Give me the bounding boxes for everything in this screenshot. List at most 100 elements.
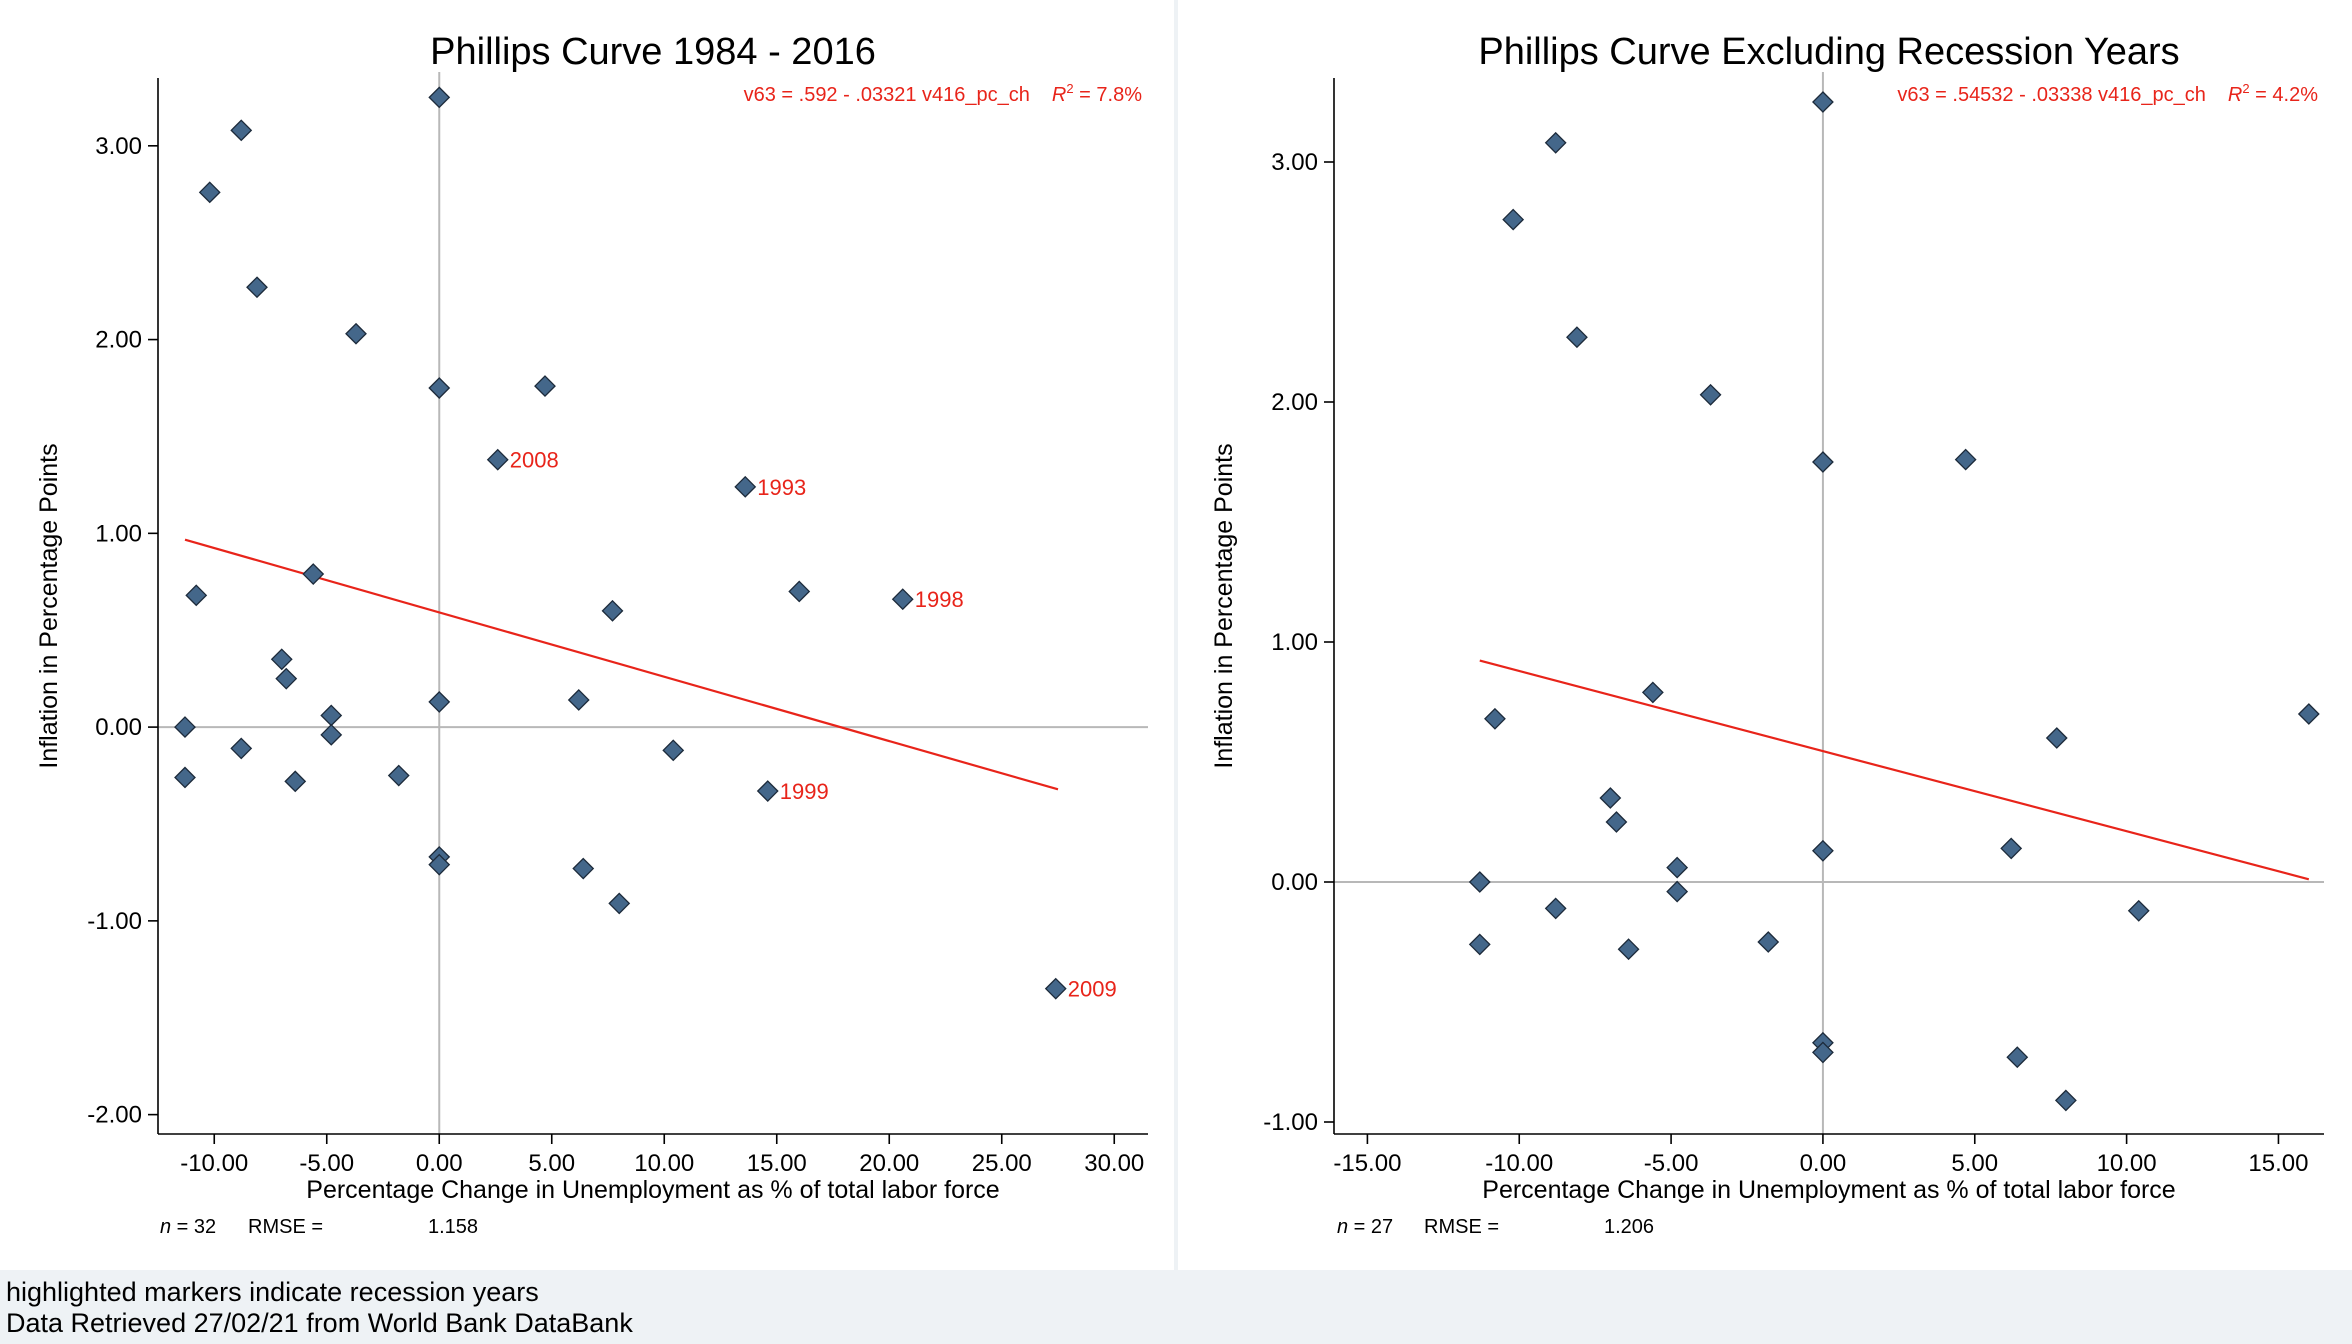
sample-size-symbol: n	[1337, 1216, 1348, 1238]
rmse-label: RMSE =	[248, 1216, 323, 1238]
r-squared-superscript: 2	[1066, 81, 1073, 96]
x-tick-label: 0.00	[416, 1150, 463, 1177]
y-tick-label: -1.00	[87, 908, 142, 935]
sample-size: n = 32	[160, 1216, 216, 1238]
scatter-point	[1812, 839, 1834, 862]
scatter-point	[2297, 703, 2320, 725]
panel-background	[0, 0, 1174, 1270]
x-tick-label: 5.00	[528, 1150, 575, 1177]
y-tick-label: -1.00	[1263, 1109, 1318, 1136]
scatter-point	[428, 853, 451, 876]
y-tick-label: 2.00	[1271, 389, 1318, 416]
scatter-point	[1044, 977, 1067, 1000]
scatter-point	[1502, 208, 1525, 231]
scatter-point	[1954, 448, 1977, 471]
scatter-point	[1812, 91, 1834, 113]
scatter-point	[567, 689, 590, 711]
recession-year-label: 2008	[510, 448, 559, 473]
chart-title: Phillips Curve Excluding Recession Years	[1478, 31, 2179, 73]
x-tick-label: 0.00	[1800, 1150, 1847, 1177]
x-tick-label: -15.00	[1333, 1150, 1401, 1177]
chart-panel-all-years: Phillips Curve 1984 - 2016 -2.00 -1.00 0.00…	[0, 0, 1174, 1270]
scatter-point	[1699, 383, 1722, 406]
y-tick-label: 3.00	[1271, 149, 1318, 176]
x-tick-label: 15.00	[2248, 1150, 2308, 1177]
r-squared-value: = 7.8%	[1074, 84, 1143, 106]
scatter-point	[174, 716, 196, 739]
scatter-point	[1757, 931, 1780, 953]
x-tick-label: 5.00	[1951, 1150, 1998, 1177]
scatter-point	[2127, 899, 2150, 922]
scatter-point	[1605, 811, 1628, 833]
chart-title: Phillips Curve 1984 - 2016	[430, 31, 876, 73]
scatter-point	[198, 181, 221, 204]
scatter-point	[387, 764, 410, 787]
scatter-point	[302, 563, 325, 585]
scatter-point	[1812, 451, 1834, 473]
scatter-point	[1566, 326, 1588, 349]
recession-year-label: 2009	[1068, 977, 1117, 1002]
scatter-point	[734, 475, 757, 498]
y-tick-label: 0.00	[1271, 869, 1318, 896]
scatter-point	[756, 780, 779, 802]
y-tick-label: 2.00	[95, 327, 142, 354]
y-tick-label: 1.00	[1271, 629, 1318, 656]
scatter-point	[1666, 856, 1689, 879]
scatter-point	[1641, 681, 1664, 704]
r-squared-symbol: R	[2228, 84, 2242, 106]
scatter-point	[2054, 1089, 2077, 1112]
panel-background	[1178, 0, 2352, 1270]
r-squared-symbol: R	[1052, 84, 1066, 106]
rmse-label: RMSE =	[1424, 1216, 1499, 1238]
scatter-point	[1617, 938, 1640, 961]
fitted-regression-line	[184, 538, 1059, 791]
rmse-value: 1.206	[1604, 1216, 1654, 1238]
scatter-point	[185, 584, 208, 607]
scatter-point	[486, 448, 509, 471]
scatter-point	[662, 739, 685, 762]
regression-annotation: v63 = .54532 - .03338 v416_pc_ch R2 = 4.2…	[1897, 81, 2318, 106]
x-tick-label: -10.00	[1485, 1150, 1553, 1177]
scatter-point	[428, 377, 451, 399]
scatter-point	[1599, 787, 1622, 809]
y-tick-label: -2.00	[87, 1102, 142, 1129]
scatter-point	[1468, 871, 1491, 893]
y-tick-label: 3.00	[95, 133, 142, 160]
r-squared-value: = 4.2%	[2250, 84, 2319, 106]
scatter-point	[230, 737, 253, 760]
note-data-source: Data Retrieved 27/02/21 from World Bank …	[6, 1308, 633, 1338]
r-squared-superscript: 2	[2242, 81, 2249, 96]
scatter-point	[572, 857, 595, 880]
scatter-point	[1666, 880, 1689, 903]
scatter-point	[2006, 1046, 2029, 1069]
scatter-point	[230, 119, 253, 142]
x-tick-label: -5.00	[1644, 1150, 1699, 1177]
scatter-point	[320, 723, 343, 746]
y-tick-label: 0.00	[95, 714, 142, 741]
scatter-point	[428, 690, 451, 713]
x-tick-label: 20.00	[859, 1150, 919, 1177]
y-axis-title: Inflation in Percentage Points	[35, 443, 63, 768]
scatter-point	[788, 580, 811, 603]
x-tick-label: 30.00	[1084, 1150, 1144, 1177]
regression-equation: v63 = .54532 - .03338 v416_pc_ch	[1897, 84, 2206, 106]
scatter-point	[284, 770, 307, 793]
sample-size: n = 27	[1337, 1216, 1393, 1238]
y-tick-label: 1.00	[95, 520, 142, 547]
regression-equation: v63 = .592 - .03321 v416_pc_ch	[744, 84, 1030, 106]
x-tick-label: 10.00	[2097, 1150, 2157, 1177]
x-axis-title: Percentage Change in Unemployment as % o…	[306, 1176, 999, 1204]
scatter-point	[601, 599, 624, 622]
rmse-value: 1.158	[428, 1216, 478, 1238]
scatter-point	[270, 648, 293, 671]
x-tick-label: 15.00	[747, 1150, 807, 1177]
recession-year-label: 1998	[915, 587, 964, 612]
x-tick-label: 10.00	[634, 1150, 694, 1177]
x-tick-label: -10.00	[180, 1150, 248, 1177]
sample-size-value: = 32	[171, 1216, 216, 1238]
fitted-regression-line	[1479, 659, 2310, 881]
x-tick-label: 25.00	[972, 1150, 1032, 1177]
scatter-point	[246, 276, 268, 299]
regression-annotation: v63 = .592 - .03321 v416_pc_ch R2 = 7.8%	[744, 81, 1143, 106]
